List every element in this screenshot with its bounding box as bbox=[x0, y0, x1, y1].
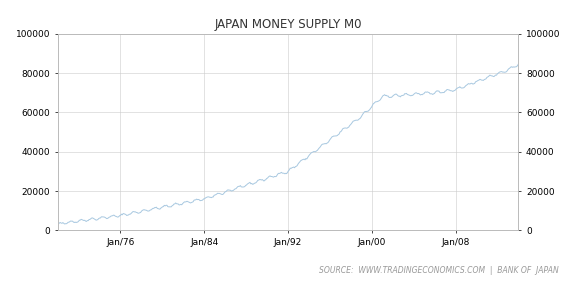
Text: SOURCE:  WWW.TRADINGECONOMICS.COM  |  BANK OF  JAPAN: SOURCE: WWW.TRADINGECONOMICS.COM | BANK … bbox=[319, 266, 559, 275]
Title: JAPAN MONEY SUPPLY M0: JAPAN MONEY SUPPLY M0 bbox=[214, 18, 362, 31]
